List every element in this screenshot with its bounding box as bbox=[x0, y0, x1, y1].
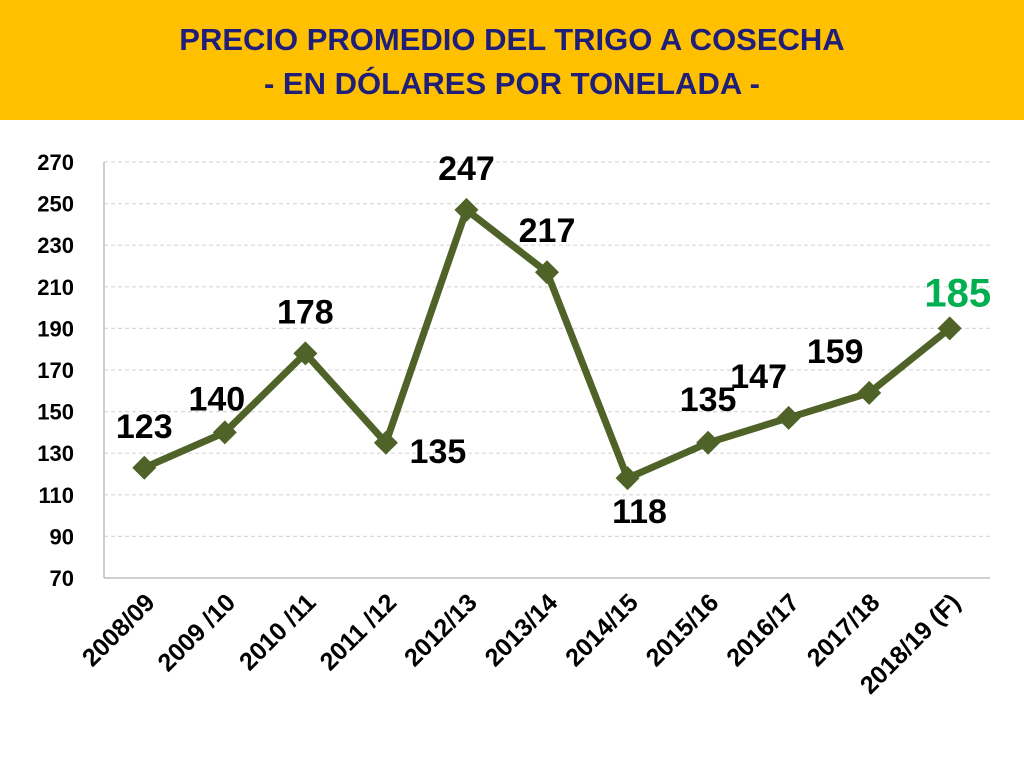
data-label: 247 bbox=[438, 150, 495, 188]
x-tick-label: 2012/13 bbox=[399, 588, 483, 672]
y-tick-label: 210 bbox=[37, 275, 74, 300]
data-label: 135 bbox=[680, 381, 737, 419]
gridlines bbox=[104, 161, 990, 537]
x-tick-label: 2011 /12 bbox=[315, 588, 403, 676]
x-tick-label: 2010 /11 bbox=[234, 588, 322, 676]
data-label: 178 bbox=[277, 293, 334, 331]
data-marker bbox=[293, 341, 318, 366]
data-label: 135 bbox=[410, 433, 467, 471]
x-tick-label: 2017/18 bbox=[802, 588, 886, 672]
data-marker bbox=[454, 197, 479, 222]
data-label: 217 bbox=[519, 212, 576, 250]
x-tick-label: 2008/09 bbox=[77, 588, 161, 672]
x-tick-label: 2013/14 bbox=[480, 588, 564, 672]
title-banner bbox=[0, 0, 1024, 120]
y-tick-label: 270 bbox=[37, 150, 74, 175]
data-marker bbox=[212, 420, 237, 445]
data-label: 123 bbox=[116, 408, 173, 446]
chart-title: PRECIO PROMEDIO DEL TRIGO A COSECHA - EN… bbox=[0, 18, 1024, 106]
data-label: 118 bbox=[612, 493, 667, 531]
y-tick-label: 190 bbox=[37, 316, 74, 341]
chart-title-line-2: - EN DÓLARES POR TONELADA - bbox=[263, 66, 760, 101]
data-label: 159 bbox=[807, 333, 864, 371]
x-tick-label: 2014/15 bbox=[560, 588, 644, 672]
x-tick-label: 2009 /10 bbox=[152, 588, 241, 677]
data-marker bbox=[373, 430, 398, 455]
y-tick-label: 230 bbox=[37, 233, 74, 258]
axes bbox=[103, 162, 990, 579]
x-tick-label: 2015/16 bbox=[641, 588, 725, 672]
y-tick-labels: 70 90 110 130 150 170 190 210 230 250 270 bbox=[37, 150, 74, 591]
y-tick-label: 90 bbox=[50, 524, 74, 549]
data-markers bbox=[132, 197, 962, 491]
data-marker bbox=[776, 405, 801, 430]
x-tick-label: 2016/17 bbox=[721, 588, 805, 672]
data-marker bbox=[937, 316, 962, 341]
data-label: 140 bbox=[188, 380, 245, 418]
y-tick-label: 170 bbox=[37, 358, 74, 383]
y-tick-label: 150 bbox=[37, 400, 74, 425]
data-marker bbox=[857, 380, 882, 405]
chart-title-line-1: PRECIO PROMEDIO DEL TRIGO A COSECHA bbox=[179, 22, 845, 57]
data-label: 147 bbox=[730, 358, 787, 396]
y-tick-label: 110 bbox=[39, 483, 75, 508]
y-tick-label: 130 bbox=[37, 441, 74, 466]
data-marker bbox=[535, 260, 559, 285]
data-marker bbox=[132, 455, 157, 480]
y-tick-label: 70 bbox=[50, 566, 74, 591]
data-label: 185 bbox=[924, 271, 991, 315]
y-tick-label: 250 bbox=[37, 192, 74, 217]
data-marker bbox=[615, 466, 640, 491]
data-marker bbox=[696, 430, 721, 455]
